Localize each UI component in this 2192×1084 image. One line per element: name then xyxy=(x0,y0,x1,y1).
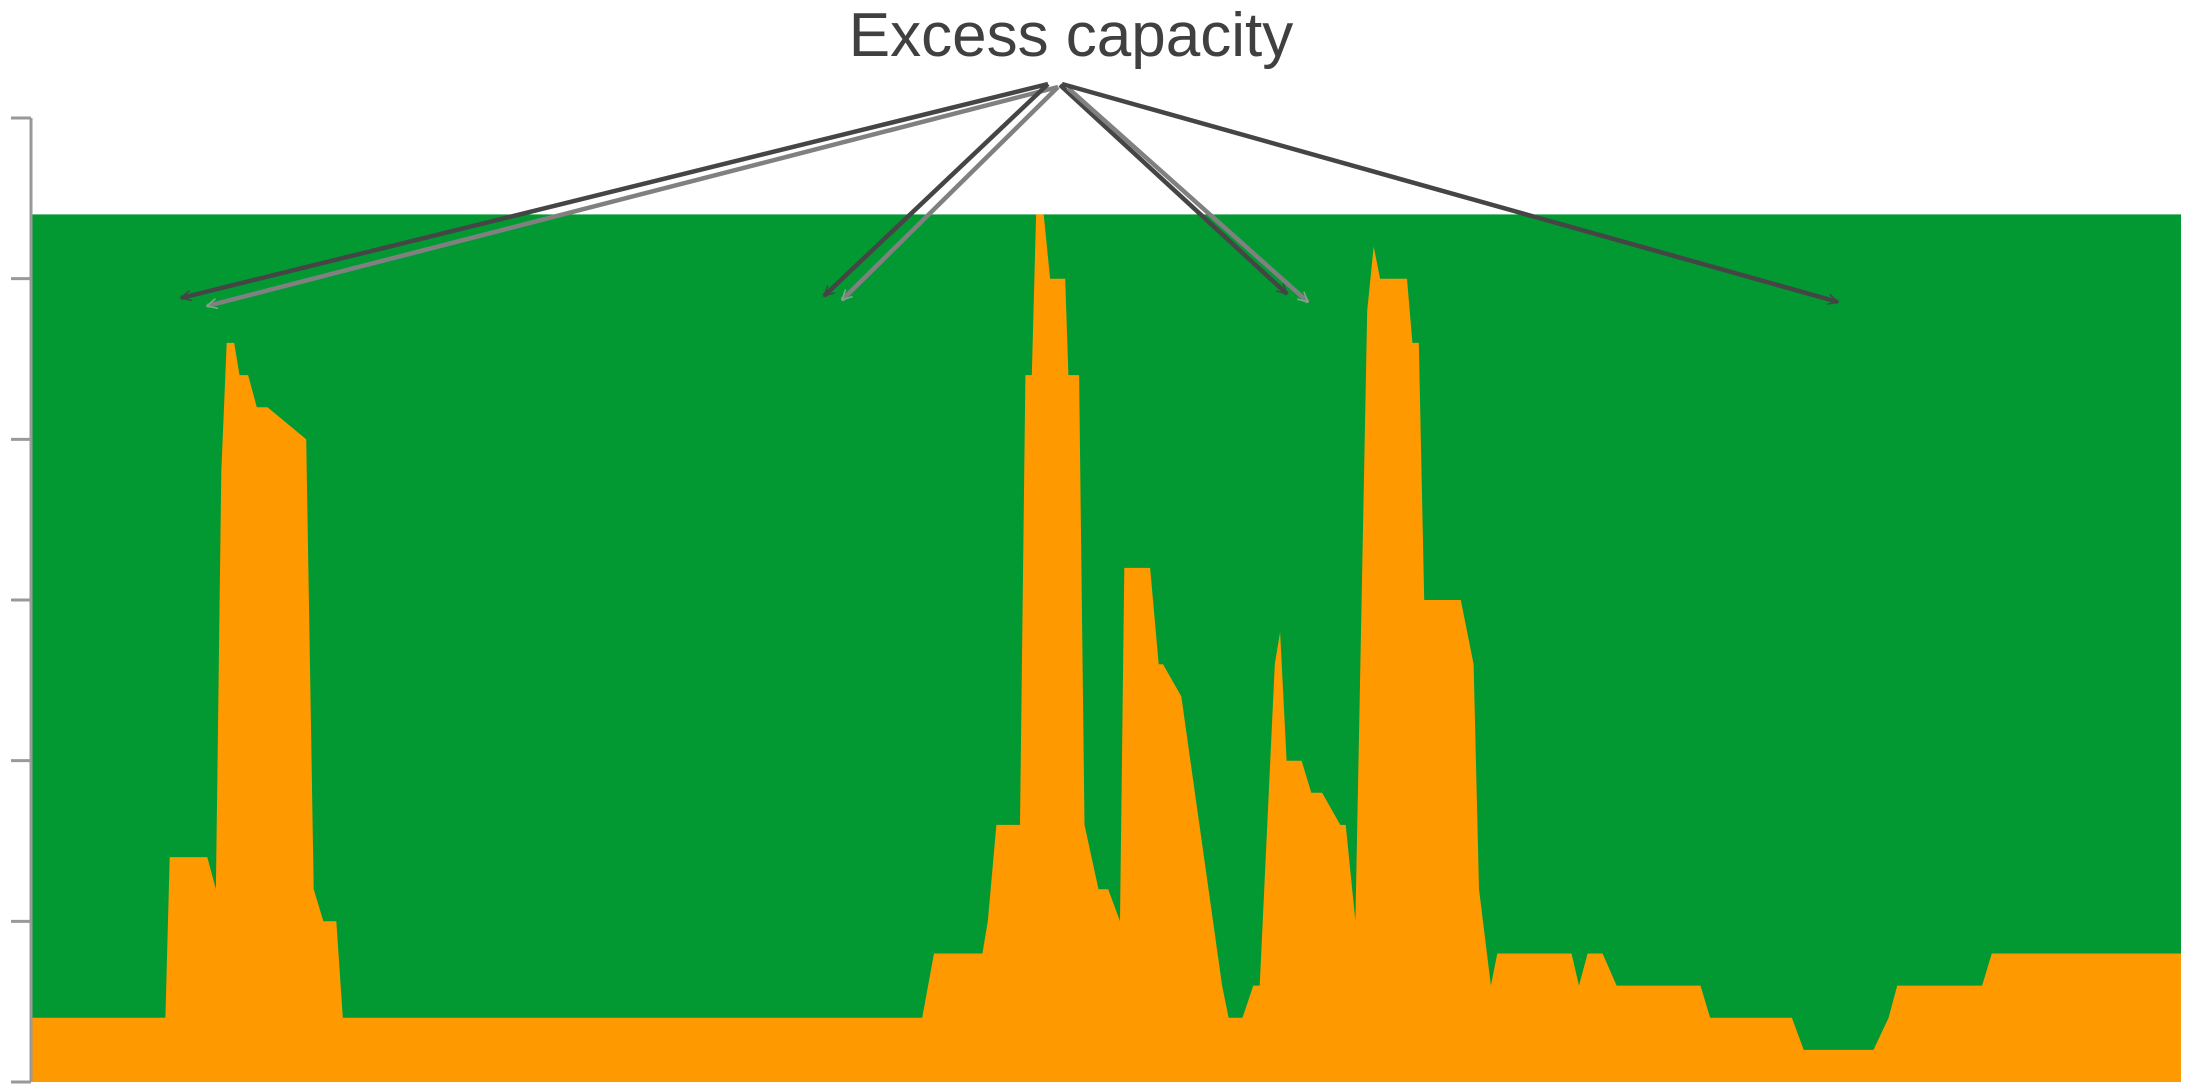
arrow-3-dark xyxy=(1058,83,1289,296)
demand-area xyxy=(31,214,2181,1082)
arrow-4-dark xyxy=(1061,81,1838,302)
arrow-3-light xyxy=(1066,86,1310,304)
y-axis xyxy=(11,116,33,1084)
arrow-2-dark xyxy=(822,82,1050,298)
arrow-1-light xyxy=(207,84,1059,306)
y-ticks xyxy=(11,116,31,1084)
callout-arrows xyxy=(181,81,1838,306)
arrow-2-light xyxy=(840,85,1060,302)
chart-title: Excess capacity xyxy=(849,1,1294,70)
plot-area xyxy=(31,214,2181,1082)
arrow-1-dark xyxy=(181,81,1049,298)
